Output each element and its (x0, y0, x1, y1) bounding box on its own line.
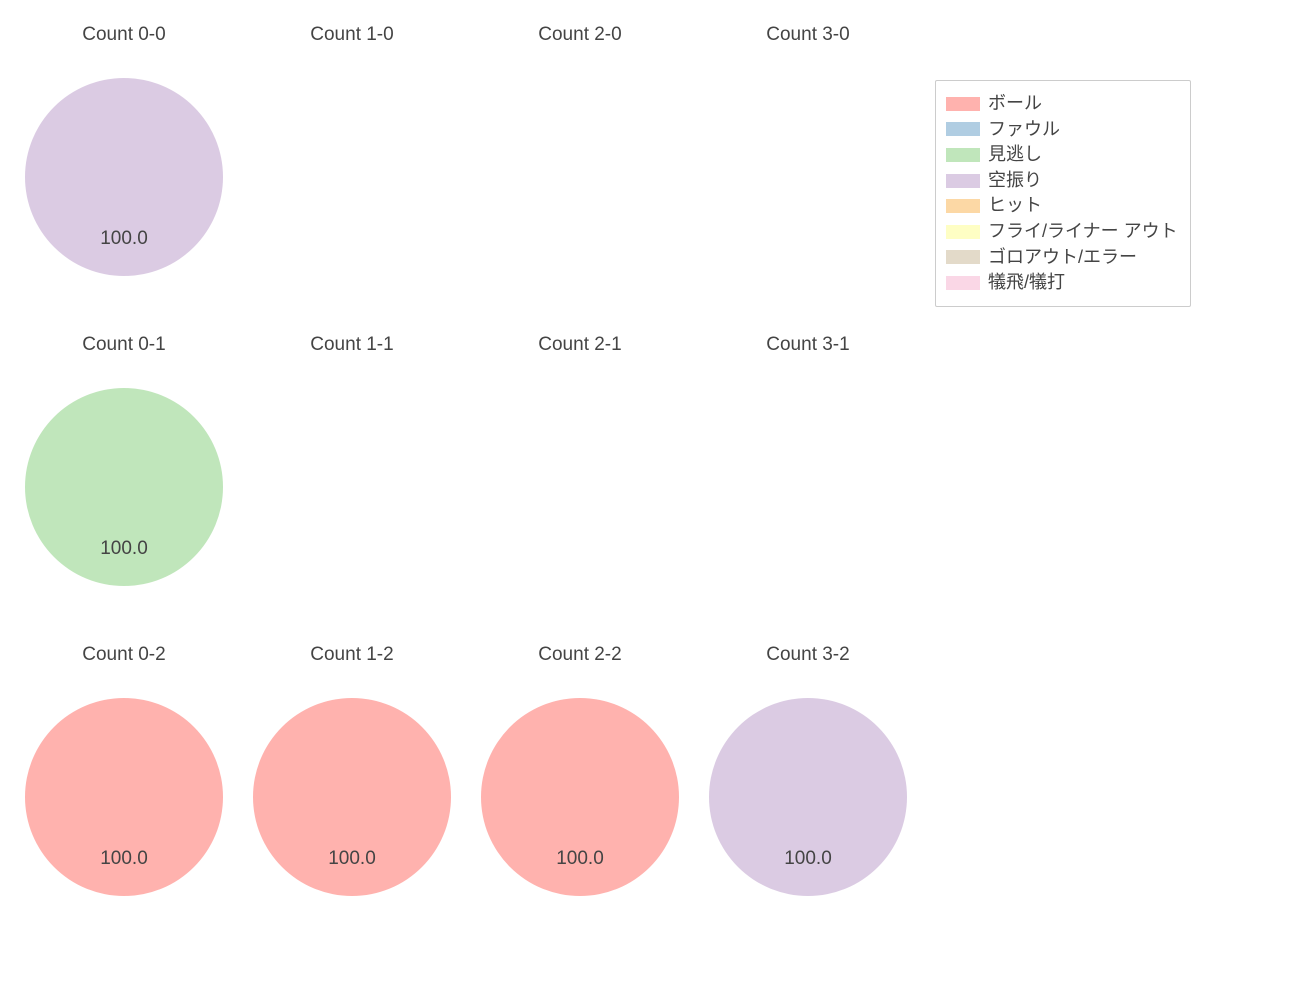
legend-label: ファウル (988, 119, 1060, 141)
panel-count-1-1: Count 1-1 (238, 320, 466, 620)
panel-count-1-2: Count 1-2 100.0 (238, 630, 466, 930)
panel-count-1-0: Count 1-0 (238, 10, 466, 310)
legend-swatch (946, 122, 980, 136)
panel-count-2-0: Count 2-0 (466, 10, 694, 310)
legend-swatch (946, 148, 980, 162)
panel-title: Count 2-0 (466, 24, 694, 46)
legend-item-foul: ファウル (946, 119, 1178, 141)
panel-title: Count 3-1 (694, 334, 922, 356)
panel-count-0-0: Count 0-0 100.0 (10, 10, 238, 310)
pie-value-label: 100.0 (10, 538, 238, 560)
panel-title: Count 1-0 (238, 24, 466, 46)
legend-swatch (946, 199, 980, 213)
panel-count-3-0: Count 3-0 (694, 10, 922, 310)
panel-title: Count 0-2 (10, 644, 238, 666)
panel-title: Count 0-0 (10, 24, 238, 46)
pie-value-label: 100.0 (238, 848, 466, 870)
legend-label: 見逃し (988, 144, 1042, 166)
legend-item-sac: 犠飛/犠打 (946, 272, 1178, 294)
legend-item-ball: ボール (946, 93, 1178, 115)
panel-count-0-2: Count 0-2 100.0 (10, 630, 238, 930)
panel-count-3-2: Count 3-2 100.0 (694, 630, 922, 930)
pie-value-label: 100.0 (694, 848, 922, 870)
legend-label: ゴロアウト/エラー (988, 247, 1137, 269)
panel-title: Count 1-1 (238, 334, 466, 356)
panel-count-3-1: Count 3-1 (694, 320, 922, 620)
pie-value-label: 100.0 (10, 228, 238, 250)
pie-value-label: 100.0 (10, 848, 238, 870)
legend-swatch (946, 97, 980, 111)
legend-item-ground_err: ゴロアウト/エラー (946, 247, 1178, 269)
legend-label: ボール (988, 93, 1042, 115)
legend-item-hit: ヒット (946, 195, 1178, 217)
legend-item-called: 見逃し (946, 144, 1178, 166)
panel-title: Count 2-1 (466, 334, 694, 356)
legend-label: 犠飛/犠打 (988, 272, 1065, 294)
panel-count-0-1: Count 0-1 100.0 (10, 320, 238, 620)
legend-label: 空振り (988, 170, 1042, 192)
legend-label: フライ/ライナー アウト (988, 221, 1178, 243)
legend-item-fly_liner: フライ/ライナー アウト (946, 221, 1178, 243)
legend-swatch (946, 174, 980, 188)
panel-title: Count 0-1 (10, 334, 238, 356)
panel-title: Count 1-2 (238, 644, 466, 666)
legend-item-swing: 空振り (946, 170, 1178, 192)
legend-swatch (946, 225, 980, 239)
panel-title: Count 3-2 (694, 644, 922, 666)
legend-label: ヒット (988, 195, 1042, 217)
legend-swatch (946, 276, 980, 290)
legend-swatch (946, 250, 980, 264)
panel-count-2-1: Count 2-1 (466, 320, 694, 620)
panel-title: Count 2-2 (466, 644, 694, 666)
legend: ボールファウル見逃し空振りヒットフライ/ライナー アウトゴロアウト/エラー犠飛/… (935, 80, 1191, 307)
pie-value-label: 100.0 (466, 848, 694, 870)
panel-count-2-2: Count 2-2 100.0 (466, 630, 694, 930)
panel-title: Count 3-0 (694, 24, 922, 46)
